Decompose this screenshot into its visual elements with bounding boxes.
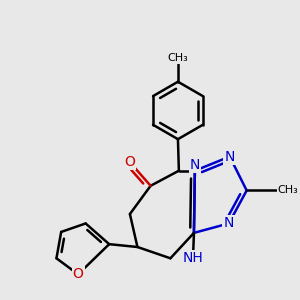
- Text: CH₃: CH₃: [168, 53, 188, 63]
- Text: N: N: [190, 158, 200, 172]
- Text: O: O: [124, 155, 135, 169]
- Text: CH₃: CH₃: [278, 185, 298, 196]
- Text: NH: NH: [183, 251, 203, 265]
- Text: O: O: [73, 267, 84, 281]
- Text: N: N: [224, 150, 235, 164]
- Text: N: N: [224, 217, 234, 230]
